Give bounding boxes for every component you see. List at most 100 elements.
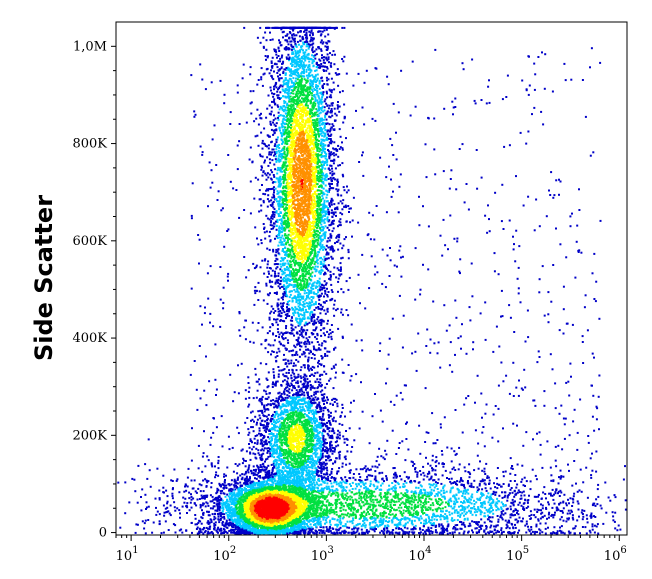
event-point <box>281 263 284 265</box>
event-point <box>292 45 295 48</box>
event-point <box>322 65 325 68</box>
event-point <box>266 67 269 70</box>
event-point <box>329 172 332 175</box>
event-point <box>303 175 306 178</box>
event-point <box>330 247 333 250</box>
event-point <box>287 215 290 218</box>
event-point <box>317 115 319 117</box>
event-point <box>335 73 338 76</box>
event-point <box>284 257 286 259</box>
event-point <box>293 249 296 252</box>
event-point <box>284 275 287 278</box>
event-point <box>328 169 331 172</box>
event-point <box>270 217 273 220</box>
event-point <box>291 379 294 382</box>
event-point <box>331 114 334 117</box>
event-point <box>306 193 309 196</box>
event-point <box>316 220 319 223</box>
event-point <box>307 247 310 250</box>
event-point <box>301 115 304 118</box>
event-point <box>325 137 328 140</box>
event-point <box>272 371 275 374</box>
event-point <box>329 185 331 188</box>
event-point <box>290 284 293 287</box>
event-point <box>298 100 301 103</box>
event-point <box>330 159 333 162</box>
event-point <box>286 147 289 150</box>
event-point <box>296 78 299 81</box>
event-point <box>294 177 297 180</box>
event-point <box>315 193 318 196</box>
event-point <box>317 365 319 368</box>
event-point <box>321 123 324 126</box>
event-point <box>321 215 324 218</box>
event-point <box>298 35 301 38</box>
event-point <box>313 50 316 53</box>
event-point <box>314 396 317 399</box>
event-point <box>280 231 283 233</box>
event-point <box>311 112 314 115</box>
event-point <box>236 168 239 171</box>
event-point <box>337 73 339 76</box>
event-point <box>295 245 298 248</box>
event-point <box>305 311 308 313</box>
event-point <box>347 189 350 192</box>
event-point <box>283 82 286 85</box>
event-point <box>300 265 303 268</box>
event-point <box>275 248 278 251</box>
event-point <box>273 191 275 194</box>
event-point <box>304 51 307 54</box>
event-point <box>324 264 327 267</box>
event-point <box>271 323 274 325</box>
event-point <box>274 125 277 127</box>
event-point <box>302 199 305 202</box>
event-point <box>273 339 276 342</box>
event-point <box>305 342 308 345</box>
event-point <box>267 343 270 346</box>
event-point <box>286 312 289 315</box>
event-point <box>283 214 286 216</box>
event-point <box>285 197 288 200</box>
event-point <box>283 250 285 253</box>
event-point <box>270 220 273 223</box>
event-point <box>286 216 289 219</box>
event-point <box>318 204 321 207</box>
event-point <box>300 326 303 329</box>
event-point <box>267 188 270 190</box>
event-point <box>307 172 310 175</box>
event-point <box>314 152 317 155</box>
event-point <box>327 134 330 137</box>
event-point <box>326 47 329 50</box>
event-point <box>298 295 301 298</box>
event-point <box>310 129 313 132</box>
event-point <box>315 337 318 340</box>
event-point <box>314 104 317 107</box>
event-point <box>280 150 283 153</box>
event-point <box>301 133 304 136</box>
event-point <box>296 125 299 128</box>
event-point <box>289 253 292 256</box>
event-point <box>279 185 282 188</box>
event-point <box>297 124 300 127</box>
event-point <box>254 176 257 179</box>
event-point <box>297 58 300 60</box>
event-point <box>281 269 284 272</box>
event-point <box>323 201 326 204</box>
event-point <box>324 272 327 275</box>
event-point <box>268 230 271 233</box>
event-point <box>331 167 333 170</box>
event-point <box>316 199 319 202</box>
event-point <box>309 125 312 128</box>
event-point <box>344 204 347 207</box>
event-point <box>279 260 282 263</box>
event-point <box>306 296 308 299</box>
event-point <box>277 398 280 400</box>
event-point <box>289 32 292 35</box>
event-point <box>325 56 328 59</box>
event-point <box>277 215 280 217</box>
event-point <box>303 198 306 201</box>
event-point <box>309 254 312 257</box>
event-point <box>275 141 278 144</box>
event-point <box>275 228 278 231</box>
event-point <box>316 77 319 80</box>
